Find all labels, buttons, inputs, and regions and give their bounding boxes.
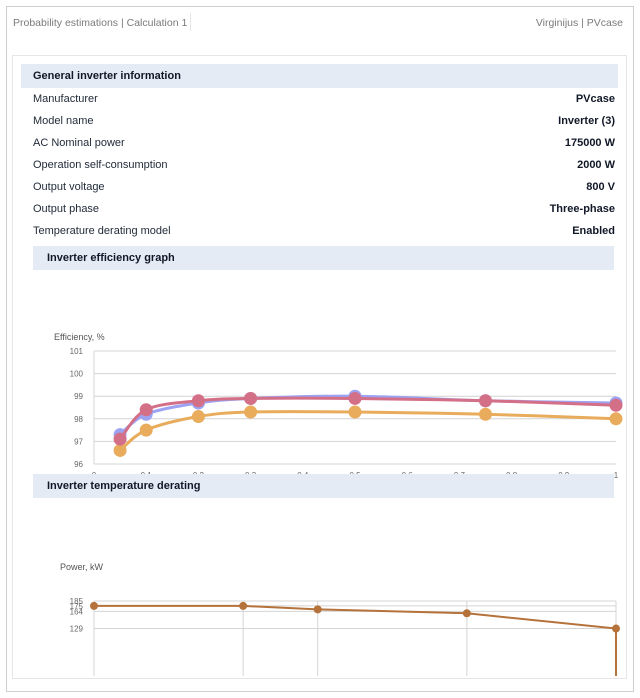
data-point bbox=[348, 391, 362, 405]
info-value: Inverter (3) bbox=[558, 115, 615, 127]
data-point bbox=[609, 398, 623, 412]
info-value: PVcase bbox=[575, 93, 615, 105]
window-frame: Probability estimations | Calculation 1 … bbox=[6, 6, 634, 692]
info-value: 175000 W bbox=[564, 137, 615, 149]
breadcrumb[interactable]: Probability estimations | Calculation 1 bbox=[13, 17, 188, 29]
info-label: Operation self-consumption bbox=[33, 159, 168, 171]
y-tick-label: 100 bbox=[70, 370, 84, 379]
efficiency-graph-header: Inverter efficiency graph bbox=[33, 246, 614, 270]
info-row-output-voltage: Output voltage 800 V bbox=[33, 176, 615, 198]
topbar-divider bbox=[190, 13, 191, 31]
derating-chart: Power, kW01291641751852535405060Temperat… bbox=[60, 562, 620, 676]
y-tick-label: 164 bbox=[70, 607, 84, 616]
info-label: Manufacturer bbox=[33, 93, 98, 105]
data-point bbox=[313, 605, 322, 614]
info-row-ac-power: AC Nominal power 175000 W bbox=[33, 132, 615, 154]
info-value: Three-phase bbox=[549, 203, 615, 215]
data-point bbox=[139, 403, 153, 417]
data-point bbox=[113, 432, 127, 446]
y-tick-label: 129 bbox=[70, 625, 84, 634]
y-tick-label: 101 bbox=[70, 347, 84, 356]
data-point bbox=[348, 405, 362, 419]
x-tick-label: 1 bbox=[614, 471, 619, 480]
info-row-output-phase: Output phase Three-phase bbox=[33, 198, 615, 220]
info-row-derating-model: Temperature derating model Enabled bbox=[33, 220, 615, 242]
y-axis-label: Power, kW bbox=[60, 562, 104, 572]
data-point bbox=[479, 407, 492, 421]
y-tick-label: 185 bbox=[70, 597, 84, 606]
info-row-model: Model name Inverter (3) bbox=[33, 110, 615, 132]
y-tick-label: 99 bbox=[74, 392, 83, 401]
y-tick-label: 96 bbox=[74, 460, 83, 469]
info-value: Enabled bbox=[572, 225, 615, 237]
temperature-derating-header: Inverter temperature derating bbox=[33, 474, 614, 498]
general-info-header: General inverter information bbox=[21, 64, 618, 88]
data-point bbox=[239, 601, 248, 610]
y-tick-label: 175 bbox=[70, 602, 84, 611]
data-point bbox=[612, 624, 620, 633]
data-point bbox=[244, 405, 258, 419]
info-label: AC Nominal power bbox=[33, 137, 125, 149]
inverter-panel: General inverter information Manufacture… bbox=[12, 55, 627, 679]
info-label: Temperature derating model bbox=[33, 225, 171, 237]
info-label: Model name bbox=[33, 115, 94, 127]
data-point bbox=[191, 410, 205, 424]
efficiency-chart: Efficiency, %9697989910010100.10.20.30.4… bbox=[54, 332, 623, 480]
y-tick-label: 98 bbox=[74, 415, 83, 424]
info-label: Output phase bbox=[33, 203, 100, 215]
y-tick-label: 97 bbox=[74, 437, 83, 446]
derating-line bbox=[94, 604, 617, 676]
info-row-self-consumption: Operation self-consumption 2000 W bbox=[33, 154, 615, 176]
user-info[interactable]: Virginijus | PVcase bbox=[535, 17, 623, 29]
data-point bbox=[139, 423, 153, 437]
y-axis-label: Efficiency, % bbox=[54, 332, 105, 342]
data-point bbox=[462, 609, 471, 618]
data-point bbox=[191, 394, 205, 408]
data-point bbox=[113, 443, 127, 457]
info-label: Output voltage bbox=[33, 181, 105, 193]
info-value: 800 V bbox=[586, 181, 615, 193]
data-point bbox=[609, 412, 623, 426]
data-point bbox=[479, 394, 492, 408]
data-point bbox=[244, 391, 258, 405]
info-value: 2000 W bbox=[577, 159, 615, 171]
info-row-manufacturer: Manufacturer PVcase bbox=[33, 88, 615, 110]
data-point bbox=[90, 601, 98, 610]
top-bar: Probability estimations | Calculation 1 … bbox=[7, 7, 633, 37]
